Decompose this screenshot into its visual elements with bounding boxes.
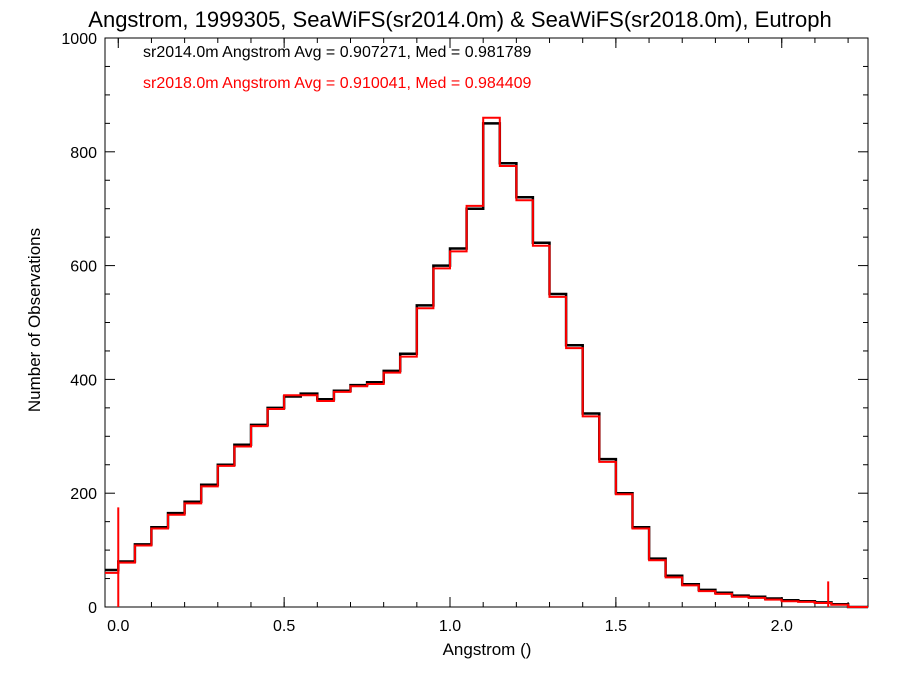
- series-line-sr2018.0m: [105, 116, 868, 608]
- y-tick-label: 400: [70, 372, 97, 389]
- chart-title: Angstrom, 1999305, SeaWiFS(sr2014.0m) & …: [88, 7, 831, 32]
- x-tick-label: 0.5: [273, 618, 295, 635]
- y-tick-label: 600: [70, 259, 97, 276]
- y-tick-label: 1000: [61, 31, 97, 48]
- y-axis-label: Number of Observations: [25, 228, 44, 412]
- series-line-sr2014.0m: [105, 122, 868, 609]
- legend-entry-sr2014.0m: sr2014.0m Angstrom Avg = 0.907271, Med =…: [143, 44, 532, 61]
- x-tick-label: 1.5: [605, 618, 627, 635]
- y-tick-label: 200: [70, 486, 97, 503]
- series-group: [105, 116, 868, 609]
- x-tick-label: 2.0: [771, 618, 793, 635]
- y-tick-label: 0: [88, 600, 97, 617]
- x-axis-ticks: 0.0 0.5 1.0 1.5 2.0: [107, 38, 849, 635]
- legend-entry-sr2018.0m: sr2018.0m Angstrom Avg = 0.910041, Med =…: [143, 75, 532, 92]
- legend: sr2014.0m Angstrom Avg = 0.907271, Med =…: [143, 44, 532, 92]
- x-tick-label: 0.0: [107, 618, 129, 635]
- y-tick-label: 800: [70, 145, 97, 162]
- x-axis-label: Angstrom (): [443, 640, 532, 659]
- x-tick-label: 1.0: [439, 618, 461, 635]
- y-axis-ticks: 0 200 400 600 800 1000: [61, 31, 868, 617]
